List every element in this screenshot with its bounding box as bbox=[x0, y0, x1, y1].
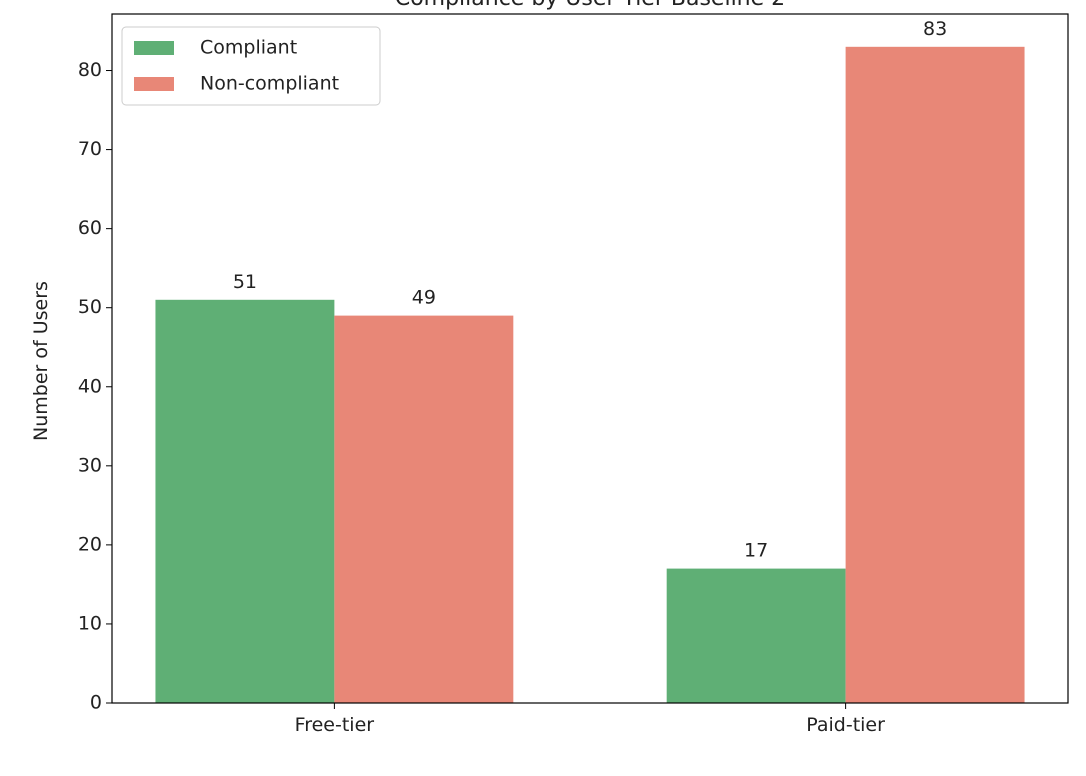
y-tick-label: 30 bbox=[78, 454, 102, 476]
x-tick-label: Paid-tier bbox=[806, 714, 885, 736]
y-tick-label: 40 bbox=[78, 375, 102, 397]
y-tick-label: 50 bbox=[78, 296, 102, 318]
bar bbox=[845, 46, 1025, 704]
y-tick-label: 80 bbox=[78, 59, 102, 81]
y-tick-label: 60 bbox=[78, 217, 102, 239]
legend-label: Non-compliant bbox=[200, 73, 339, 95]
y-tick-label: 20 bbox=[78, 533, 102, 555]
bar bbox=[334, 315, 514, 703]
y-tick-label: 10 bbox=[78, 612, 102, 634]
legend-swatch bbox=[134, 41, 174, 55]
bar-value-label: 51 bbox=[233, 271, 257, 293]
bar-value-label: 49 bbox=[412, 287, 436, 309]
legend-box bbox=[121, 26, 381, 106]
x-tick-label: Free-tier bbox=[295, 714, 375, 736]
y-tick-label: 0 bbox=[90, 692, 102, 714]
legend-swatch bbox=[134, 77, 174, 91]
bar-value-label: 17 bbox=[744, 540, 768, 562]
plot-frame bbox=[111, 13, 1069, 704]
bar bbox=[155, 299, 335, 703]
chart-title: Compliance by User Tier Baseline 2 bbox=[395, 0, 785, 11]
y-tick-label: 70 bbox=[78, 138, 102, 160]
legend-label: Compliant bbox=[200, 37, 297, 59]
bar bbox=[666, 568, 846, 703]
bar-value-label: 83 bbox=[923, 18, 947, 40]
y-axis-label: Number of Users bbox=[30, 281, 52, 441]
